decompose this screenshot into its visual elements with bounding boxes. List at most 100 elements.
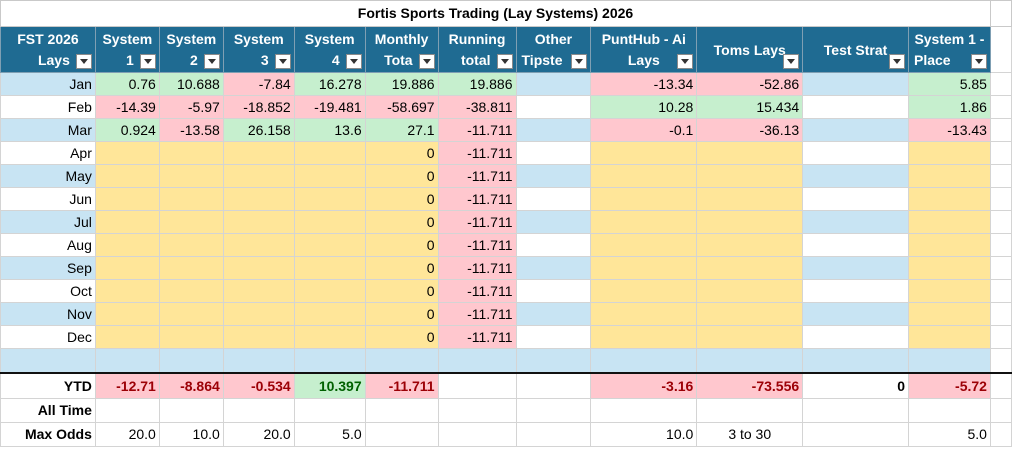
empty-cell[interactable] [989, 210, 1012, 234]
value-cell[interactable] [94, 325, 160, 349]
value-cell[interactable] [590, 302, 698, 326]
empty-cell[interactable] [989, 233, 1012, 257]
month-label[interactable]: Jan [0, 72, 96, 96]
value-cell[interactable]: 5.85 [907, 72, 991, 96]
value-cell[interactable]: -11.711 [437, 164, 517, 188]
value-cell[interactable] [590, 210, 698, 234]
maxodds-value[interactable]: 10.0 [590, 421, 698, 447]
month-label[interactable]: Jul [0, 210, 96, 234]
value-cell[interactable] [907, 279, 991, 303]
value-cell[interactable] [696, 302, 804, 326]
value-cell[interactable] [222, 210, 295, 234]
value-cell[interactable]: 26.158 [222, 118, 295, 142]
maxodds-value[interactable] [515, 421, 592, 447]
ytd-value[interactable]: -73.556 [696, 371, 804, 399]
value-cell[interactable] [158, 256, 224, 280]
value-cell[interactable]: -11.711 [437, 210, 517, 234]
value-cell[interactable] [293, 141, 366, 165]
value-cell[interactable]: 27.1 [364, 118, 439, 142]
filter-dropdown-icon[interactable] [677, 54, 694, 69]
maxodds-value[interactable]: 5.0 [293, 421, 366, 447]
filter-dropdown-icon[interactable] [496, 54, 513, 69]
empty-cell[interactable] [989, 279, 1012, 303]
value-cell[interactable] [802, 256, 909, 280]
filter-dropdown-icon[interactable] [418, 54, 435, 69]
filter-dropdown-icon[interactable] [75, 54, 92, 69]
filter-dropdown-icon[interactable] [783, 54, 800, 69]
ytd-value[interactable] [437, 371, 517, 399]
ytd-value[interactable] [515, 371, 592, 399]
value-cell[interactable]: 0 [364, 302, 439, 326]
maxodds-value[interactable]: 3 to 30 [696, 421, 804, 447]
value-cell[interactable] [293, 302, 366, 326]
value-cell[interactable] [158, 233, 224, 257]
value-cell[interactable] [158, 164, 224, 188]
value-cell[interactable] [696, 279, 804, 303]
filter-dropdown-icon[interactable] [888, 54, 905, 69]
value-cell[interactable]: -5.97 [158, 95, 224, 119]
value-cell[interactable]: -36.13 [696, 118, 804, 142]
empty-cell[interactable] [94, 348, 160, 373]
value-cell[interactable]: -11.711 [437, 141, 517, 165]
value-cell[interactable] [515, 325, 592, 349]
alltime-value[interactable] [696, 397, 804, 423]
maxodds-label[interactable]: Max Odds [0, 421, 96, 447]
value-cell[interactable]: 0 [364, 325, 439, 349]
value-cell[interactable] [907, 302, 991, 326]
ytd-value[interactable]: -3.16 [590, 371, 698, 399]
value-cell[interactable] [515, 210, 592, 234]
value-cell[interactable]: -19.481 [293, 95, 366, 119]
value-cell[interactable] [696, 164, 804, 188]
column-header[interactable]: System 2 [158, 26, 224, 73]
value-cell[interactable] [802, 72, 909, 96]
value-cell[interactable] [94, 141, 160, 165]
value-cell[interactable] [222, 279, 295, 303]
value-cell[interactable]: 0 [364, 210, 439, 234]
value-cell[interactable]: -13.43 [907, 118, 991, 142]
month-label[interactable]: Dec [0, 325, 96, 349]
value-cell[interactable]: -11.711 [437, 118, 517, 142]
value-cell[interactable] [94, 164, 160, 188]
sheet-title[interactable]: Fortis Sports Trading (Lay Systems) 2026 [0, 0, 991, 27]
value-cell[interactable] [515, 164, 592, 188]
value-cell[interactable]: -52.86 [696, 72, 804, 96]
column-header[interactable]: System 1 - Place [907, 26, 991, 73]
value-cell[interactable]: 10.28 [590, 95, 698, 119]
value-cell[interactable] [696, 210, 804, 234]
filter-dropdown-icon[interactable] [274, 54, 291, 69]
empty-cell[interactable] [590, 348, 698, 373]
column-header[interactable]: System 1 [94, 26, 160, 73]
column-header[interactable]: System 4 [293, 26, 366, 73]
filter-dropdown-icon[interactable] [139, 54, 156, 69]
value-cell[interactable] [94, 233, 160, 257]
value-cell[interactable] [802, 164, 909, 188]
value-cell[interactable] [907, 256, 991, 280]
value-cell[interactable]: 10.688 [158, 72, 224, 96]
value-cell[interactable] [158, 141, 224, 165]
value-cell[interactable] [907, 325, 991, 349]
alltime-value[interactable] [590, 397, 698, 423]
value-cell[interactable] [94, 279, 160, 303]
month-label[interactable]: May [0, 164, 96, 188]
value-cell[interactable] [907, 164, 991, 188]
value-cell[interactable]: -11.711 [437, 256, 517, 280]
value-cell[interactable] [94, 187, 160, 211]
value-cell[interactable] [802, 187, 909, 211]
value-cell[interactable] [293, 210, 366, 234]
value-cell[interactable]: 0.76 [94, 72, 160, 96]
ytd-value[interactable]: 10.397 [293, 371, 366, 399]
value-cell[interactable]: -7.84 [222, 72, 295, 96]
value-cell[interactable] [696, 256, 804, 280]
empty-cell[interactable] [989, 256, 1012, 280]
value-cell[interactable] [94, 210, 160, 234]
value-cell[interactable] [515, 302, 592, 326]
value-cell[interactable] [515, 187, 592, 211]
value-cell[interactable] [222, 141, 295, 165]
empty-cell[interactable] [222, 348, 295, 373]
empty-cell[interactable] [989, 95, 1012, 119]
ytd-value[interactable]: -8.864 [158, 371, 224, 399]
maxodds-value[interactable]: 20.0 [94, 421, 160, 447]
alltime-value[interactable] [222, 397, 295, 423]
value-cell[interactable]: 0 [364, 256, 439, 280]
alltime-value[interactable] [293, 397, 366, 423]
